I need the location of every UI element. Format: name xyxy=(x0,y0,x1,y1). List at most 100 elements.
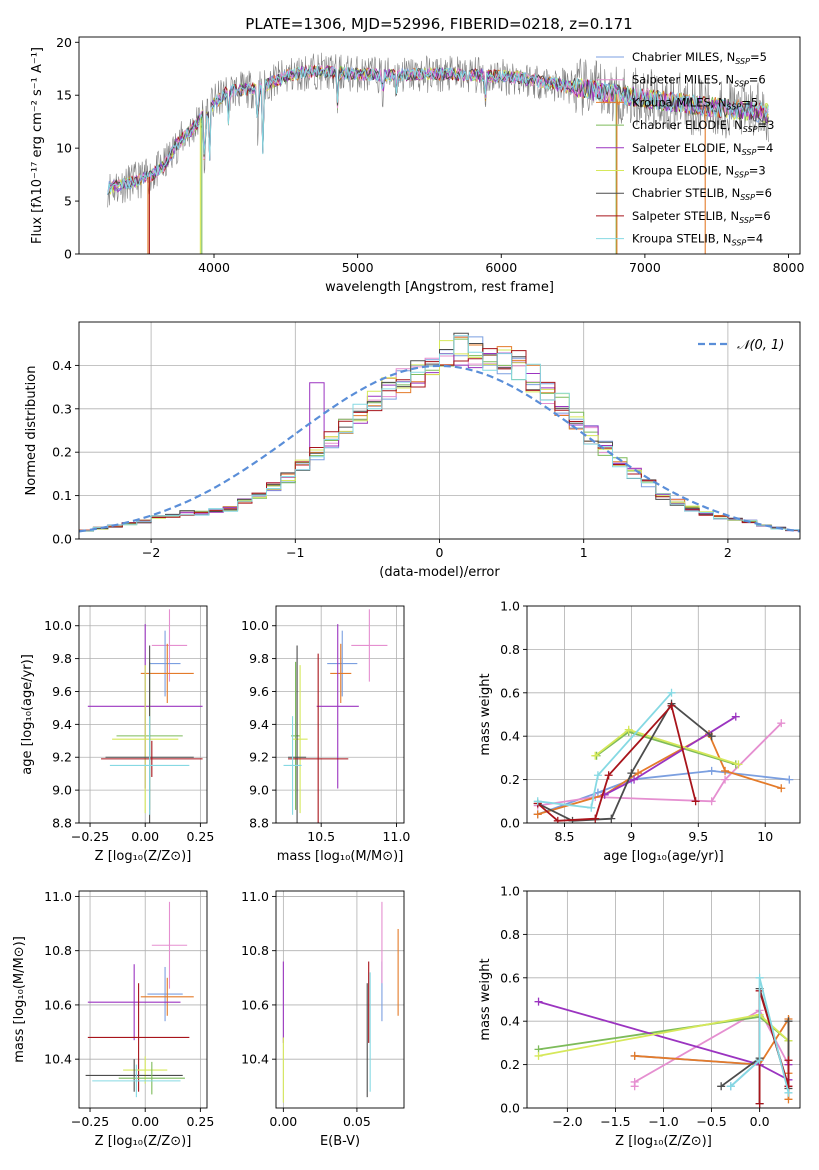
x-tick-label: 10.5 xyxy=(307,829,335,844)
age_vs_weight-axes: 8.5 9 9.5 10 0.0 0.2 0.4 0.6 0.8 1.0 age [log₁₀(ag… xyxy=(478,599,800,864)
weight-point-salpeter_stelib xyxy=(667,701,676,710)
y-tick-label: 10.6 xyxy=(44,997,72,1012)
y-tick-label: 9.0 xyxy=(52,783,72,798)
weight-point-kroupa_stelib xyxy=(755,973,764,982)
residual_histogram-axes: −2 −1 0 1 2 0.0 0.1 0.2 0.3 0.4 (data-model)/error… xyxy=(24,322,800,580)
weight-line-kroupa_stelib xyxy=(730,977,790,1094)
weight-line-chabrier_stelib xyxy=(537,702,713,822)
y-tick-label: 9.2 xyxy=(249,750,269,765)
x-tick-label: 0.0 xyxy=(750,1114,770,1129)
Z_vs_age-frame xyxy=(78,605,208,824)
weight-point-chabrier_stelib xyxy=(784,1017,793,1026)
y-tick-label: 9.6 xyxy=(249,684,269,699)
Z_vs_weight-lines xyxy=(534,973,793,1108)
y-tick-label: 0.2 xyxy=(500,1057,520,1072)
legend-label-sub: SSP xyxy=(739,216,754,225)
weight-point-kroupa_stelib xyxy=(593,771,602,780)
y-tick-label: 10.0 xyxy=(44,618,72,633)
histogram-step-kroupa_stelib xyxy=(79,335,800,532)
y-tick-label: 20 xyxy=(56,35,72,50)
weight-point-chabrier_stelib xyxy=(717,1082,726,1091)
x-tick-label: −2.0 xyxy=(552,1114,582,1129)
x-tick-label: 7000 xyxy=(629,260,661,275)
weight-point-chabrier_stelib xyxy=(627,769,636,778)
y-tick-label: 8.8 xyxy=(249,816,269,831)
x-tick-label: −0.5 xyxy=(696,1114,726,1129)
weight-point-salpeter_stelib xyxy=(784,1056,793,1065)
legend-label-sub: SSP xyxy=(742,148,757,157)
y-axis-label: age [log₁₀(age/yr)] xyxy=(20,654,35,775)
weight-point-kroupa_elodie xyxy=(534,1051,543,1060)
x-axis-label: wavelength [Angstrom, rest frame] xyxy=(325,280,554,295)
legend-label-chabrier_elodie: Chabrier ELODIE, NSSP=3 xyxy=(632,118,774,134)
legend-label-main: Salpeter STELIB, N xyxy=(632,209,739,223)
y-axis-label: mass weight xyxy=(478,673,493,755)
y-tick-label: 0.6 xyxy=(500,685,520,700)
weight-point-kroupa_elodie xyxy=(734,760,743,769)
legend-label-eq: =4 xyxy=(746,232,763,246)
x-tick-label: −1 xyxy=(286,545,304,560)
y-tick-label: 10.4 xyxy=(44,1052,72,1067)
x-tick-label: 10 xyxy=(757,829,773,844)
y-tick-label: 0.0 xyxy=(52,532,72,547)
weight-point-salpeter_elodie xyxy=(731,712,740,721)
age_vs_weight-lines xyxy=(533,688,794,823)
weight-point-kroupa_stelib xyxy=(533,797,542,806)
y-tick-label: 0.4 xyxy=(500,1014,520,1029)
y-tick-label: 9.4 xyxy=(249,717,269,732)
legend-label-sub: SSP xyxy=(735,57,750,66)
weight-point-salpeter_elodie xyxy=(534,997,543,1006)
weight-point-chabrier_miles xyxy=(593,788,602,797)
weight-point-salpeter_miles xyxy=(721,775,730,784)
spectrum-axes: 4000 5000 6000 7000 8000 0 5 10 15 20 wavelength [… xyxy=(30,35,804,295)
legend-label-kroupa_miles: Kroupa MILES, NSSP=5 xyxy=(632,95,758,111)
legend-label-main: Chabrier ELODIE, N xyxy=(632,118,743,132)
legend-label-main: Kroupa STELIB, N xyxy=(632,232,732,246)
legend-label-sub: SSP xyxy=(734,171,749,180)
legend-label-main: Kroupa MILES, N xyxy=(632,95,727,109)
y-tick-label: 5 xyxy=(64,194,72,209)
legend-label-kroupa_stelib: Kroupa STELIB, NSSP=4 xyxy=(632,232,763,248)
x-tick-label: 2 xyxy=(724,545,732,560)
y-tick-label: 0.0 xyxy=(500,1101,520,1116)
ebv_vs_mass-axes: 0.00 0.05 10.4 10.6 10.8 11.0 E(B-V) xyxy=(241,889,404,1149)
weight-point-kroupa_stelib xyxy=(726,1082,735,1091)
x-tick-label: 0.00 xyxy=(269,1114,297,1129)
y-tick-label: 1.0 xyxy=(500,599,520,614)
Z_vs_mass-frame xyxy=(78,890,208,1109)
weight-point-salpeter_stelib xyxy=(604,771,613,780)
y-tick-label: 0.3 xyxy=(52,401,72,416)
y-tick-label: 9.0 xyxy=(249,783,269,798)
x-tick-label: 6000 xyxy=(485,260,517,275)
y-axis-label: Normed distribution xyxy=(24,366,39,496)
weight-point-chabrier_stelib xyxy=(607,814,616,823)
x-tick-label: 8000 xyxy=(773,260,805,275)
Z_vs_mass-axes: −0.25 0.00 0.25 10.4 10.6 10.8 11.0 Z [log₁₀(Z/… xyxy=(12,889,214,1149)
weight-point-kroupa_miles xyxy=(721,766,730,775)
age_vs_weight-frame xyxy=(526,605,801,824)
weight-point-salpeter_stelib xyxy=(691,797,700,806)
weight-point-chabrier_stelib xyxy=(707,732,716,741)
weight-point-kroupa_miles xyxy=(634,769,643,778)
legend-label-sub: SSP xyxy=(732,239,747,248)
legend-label-main: Chabrier MILES, N xyxy=(632,50,735,64)
weight-point-salpeter_stelib xyxy=(591,814,600,823)
y-tick-label: 15 xyxy=(56,88,72,103)
Z_vs_mass-errorbars xyxy=(85,901,194,1098)
legend-label-sub: SSP xyxy=(743,125,758,134)
x-tick-label: 4000 xyxy=(198,260,230,275)
x-axis-label: age [log₁₀(age/yr)] xyxy=(603,849,724,864)
weight-point-salpeter_miles xyxy=(630,1077,639,1086)
y-axis-label: Flux [fλ10⁻¹⁷ erg cm⁻² s⁻¹ A⁻¹] xyxy=(30,47,45,244)
x-tick-label: 0.25 xyxy=(186,829,214,844)
weight-point-salpeter_miles xyxy=(777,719,786,728)
weight-point-chabrier_miles xyxy=(785,775,794,784)
spectrum-frame xyxy=(78,36,801,255)
weight-point-kroupa_elodie xyxy=(624,725,633,734)
x-axis-label: mass [log₁₀(M/M⊙)] xyxy=(277,849,404,864)
y-tick-label: 0.0 xyxy=(500,816,520,831)
y-tick-label: 0 xyxy=(64,247,72,262)
x-tick-label: 0 xyxy=(436,545,444,560)
ebv_vs_mass-errorbars xyxy=(282,901,399,1103)
weight-point-salpeter_elodie xyxy=(630,775,639,784)
